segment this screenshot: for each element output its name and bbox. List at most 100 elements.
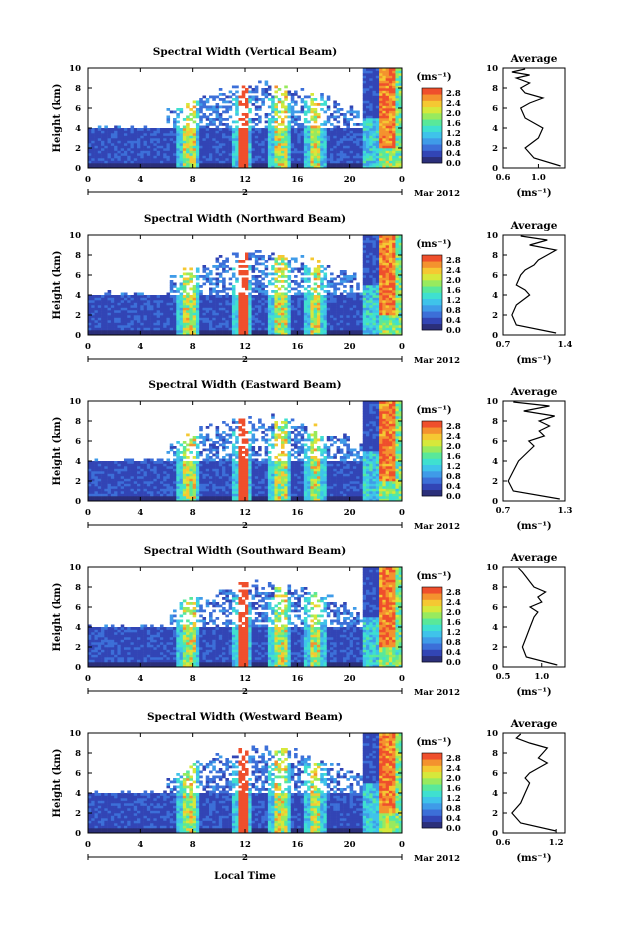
heatmap-cell xyxy=(91,327,95,331)
heatmap-cell xyxy=(271,165,275,169)
heatmap-cell xyxy=(388,148,393,151)
heatmap-cell xyxy=(366,163,370,166)
heatmap-cell xyxy=(127,130,131,134)
heatmap-cell xyxy=(91,471,95,474)
heatmap-cell xyxy=(274,158,279,161)
heatmap-cell xyxy=(94,138,99,141)
heatmap-cell xyxy=(150,488,154,492)
heatmap-cell xyxy=(143,153,148,156)
heatmap-cell xyxy=(215,295,220,298)
heatmap-cell xyxy=(290,155,295,159)
heatmap-cell xyxy=(313,150,318,154)
heatmap-cell xyxy=(195,315,200,318)
panel-2: Spectral Width (Eastward Beam)0 4 8 12 16 20 0… xyxy=(52,379,572,532)
heatmap-cell xyxy=(294,332,298,336)
heatmap-cell xyxy=(248,322,252,326)
heatmap-cell xyxy=(186,128,190,131)
heatmap-cell xyxy=(287,103,292,106)
heatmap-cell xyxy=(369,295,373,298)
heatmap-cell xyxy=(117,498,122,502)
heatmap-cell xyxy=(222,123,226,126)
heatmap-cell xyxy=(235,135,239,139)
heatmap-cell xyxy=(264,297,269,301)
heatmap-cell xyxy=(225,292,229,296)
heatmap-cell xyxy=(212,307,216,311)
heatmap-cell xyxy=(91,155,95,159)
heatmap-cell xyxy=(238,103,243,106)
heatmap-cell xyxy=(189,128,193,131)
heatmap-cell xyxy=(163,150,167,154)
heatmap-cell xyxy=(163,145,167,149)
heatmap-cell xyxy=(120,332,125,336)
heatmap-cell xyxy=(287,275,292,278)
heatmap-cell xyxy=(392,88,396,91)
heatmap-cell xyxy=(349,165,354,169)
heatmap-cell xyxy=(320,135,324,139)
heatmap-cell xyxy=(369,143,373,146)
heatmap-cell xyxy=(310,325,314,328)
heatmap-cell xyxy=(398,262,403,266)
heatmap-cell xyxy=(388,90,393,94)
heatmap-cell xyxy=(176,150,180,154)
heatmap-cell xyxy=(280,118,285,121)
heatmap-cell xyxy=(176,310,180,313)
heatmap-cell xyxy=(339,272,344,276)
heatmap-cell xyxy=(372,148,377,151)
heatmap-cell xyxy=(385,305,390,308)
heatmap-cell xyxy=(199,155,203,159)
heatmap-cell xyxy=(123,295,128,298)
heatmap-cell xyxy=(297,150,301,154)
heatmap-cell xyxy=(366,257,370,261)
heatmap-cell xyxy=(215,330,220,333)
heatmap-cell xyxy=(316,270,321,273)
heatmap-cell xyxy=(323,103,328,106)
heatmap-cell xyxy=(395,88,400,91)
heatmap-cell xyxy=(287,90,292,94)
colorbar-unit: (ms⁻¹) xyxy=(416,239,451,250)
heatmap-cell xyxy=(398,305,403,308)
heatmap-cell xyxy=(143,163,148,166)
heatmap-cell xyxy=(362,133,367,136)
heatmap-cell xyxy=(343,148,347,151)
heatmap-cell xyxy=(362,247,367,251)
heatmap-cell xyxy=(326,325,331,328)
heatmap-cell xyxy=(127,483,131,487)
heatmap-cell xyxy=(277,297,282,301)
colorbar-tick-label: 2.0 xyxy=(446,109,461,119)
heatmap-cell xyxy=(303,135,308,139)
heatmap-cell xyxy=(251,130,256,134)
heatmap-cell xyxy=(101,140,105,144)
heatmap-cell xyxy=(310,160,314,164)
heatmap-cell xyxy=(352,163,357,166)
heatmap-cell xyxy=(267,327,272,331)
heatmap-cell xyxy=(218,275,223,278)
heatmap-cell xyxy=(251,153,256,156)
heatmap-cell xyxy=(173,128,177,131)
heatmap-cell xyxy=(323,300,328,303)
heatmap-cell xyxy=(215,153,220,156)
heatmap-cell xyxy=(375,133,380,136)
heatmap-cell xyxy=(163,158,167,161)
heatmap-cell xyxy=(202,270,207,273)
heatmap-cell xyxy=(313,108,318,111)
heatmap-cell xyxy=(202,267,207,271)
heatmap-cell xyxy=(133,138,138,141)
heatmap-cell xyxy=(388,158,393,161)
heatmap-cell xyxy=(251,135,256,139)
heatmap-cell xyxy=(385,73,390,76)
heatmap-cell xyxy=(235,143,239,146)
heatmap-cell xyxy=(372,257,377,261)
heatmap-cell xyxy=(189,113,193,116)
heatmap-cell xyxy=(195,300,200,303)
heatmap-cell xyxy=(143,302,148,306)
heatmap-cell xyxy=(336,120,341,124)
heatmap-cell xyxy=(343,120,347,124)
heatmap-cell xyxy=(307,138,311,141)
heatmap-cell xyxy=(359,315,364,318)
heatmap-cell xyxy=(310,322,314,326)
heatmap-cell xyxy=(392,95,396,99)
heatmap-cell xyxy=(91,307,95,311)
heatmap-cell xyxy=(202,140,207,144)
heatmap-cell xyxy=(235,85,239,89)
heatmap-cell xyxy=(245,310,249,313)
